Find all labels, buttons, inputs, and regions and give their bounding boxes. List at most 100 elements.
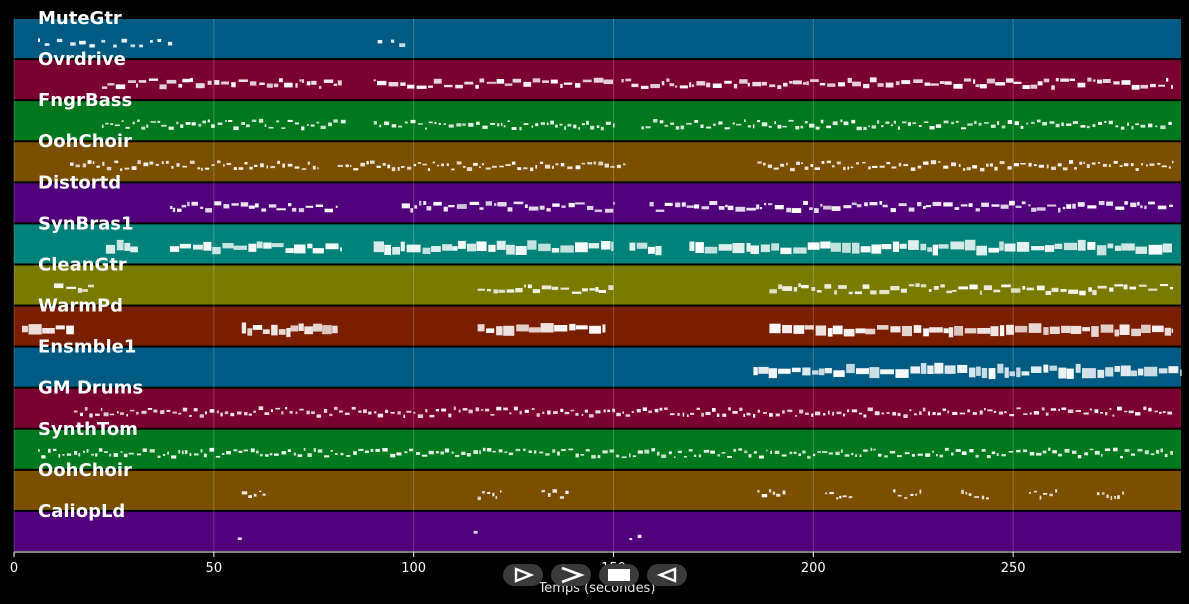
note-mark <box>817 451 821 453</box>
note-mark <box>1058 408 1060 412</box>
note-mark <box>1079 290 1086 296</box>
note-mark <box>568 202 575 208</box>
rewind-button[interactable] <box>647 564 687 586</box>
note-mark <box>1104 120 1107 123</box>
note-mark <box>428 121 433 124</box>
note-mark <box>307 453 312 457</box>
note-mark <box>563 82 573 85</box>
note-mark <box>769 413 773 417</box>
note-mark <box>413 164 417 167</box>
note-mark <box>1016 449 1021 453</box>
note-mark <box>325 243 339 250</box>
note-mark <box>519 127 522 131</box>
note-mark <box>136 411 139 415</box>
note-mark <box>225 120 227 122</box>
note-mark <box>969 449 974 453</box>
note-mark <box>281 127 286 129</box>
note-mark <box>1158 368 1168 374</box>
note-mark <box>294 166 300 169</box>
note-mark <box>758 366 769 374</box>
note-mark <box>799 409 804 414</box>
note-mark <box>955 120 959 123</box>
note-mark <box>581 162 586 165</box>
note-mark <box>448 124 454 128</box>
note-mark <box>793 451 797 454</box>
note-mark <box>1062 167 1068 171</box>
note-mark <box>932 412 936 415</box>
note-mark <box>1144 205 1147 210</box>
note-mark <box>732 243 745 254</box>
note-mark <box>1094 409 1099 414</box>
note-mark <box>278 329 286 335</box>
note-mark <box>1092 124 1096 127</box>
note-mark <box>603 79 614 85</box>
note-mark <box>718 121 723 125</box>
note-mark <box>908 240 919 250</box>
note-mark <box>1066 368 1074 379</box>
note-mark <box>1148 201 1155 205</box>
note-mark <box>1026 287 1034 291</box>
note-mark <box>608 285 614 290</box>
note-mark <box>388 82 399 87</box>
note-mark <box>180 124 184 128</box>
note-mark <box>818 368 825 376</box>
note-mark <box>129 409 135 412</box>
note-mark <box>753 413 756 418</box>
note-mark <box>473 530 478 534</box>
note-mark <box>1121 80 1131 85</box>
note-mark <box>924 82 931 86</box>
play-icon <box>514 567 535 583</box>
note-mark <box>666 78 670 82</box>
note-mark <box>796 161 800 165</box>
note-mark <box>939 81 945 84</box>
note-mark <box>706 126 712 129</box>
note-mark <box>843 166 846 171</box>
note-mark <box>821 161 825 164</box>
note-mark <box>570 409 574 412</box>
note-mark <box>979 410 983 415</box>
note-mark <box>124 167 130 170</box>
note-mark <box>602 324 606 333</box>
note-mark <box>243 449 248 452</box>
track-label: Distortd <box>38 172 121 193</box>
note-mark <box>914 413 917 416</box>
note-mark <box>423 201 427 205</box>
note-mark <box>1131 125 1134 130</box>
note-mark <box>840 449 843 453</box>
note-mark <box>873 448 876 451</box>
note-mark <box>780 163 785 167</box>
note-mark <box>1100 412 1104 414</box>
next-button[interactable] <box>551 564 591 586</box>
note-mark <box>768 368 777 379</box>
note-mark <box>850 166 854 169</box>
note-mark <box>943 120 949 124</box>
note-mark <box>182 407 188 412</box>
note-mark <box>838 82 845 87</box>
note-mark <box>109 453 112 457</box>
note-mark <box>1115 125 1119 128</box>
note-mark <box>89 44 95 48</box>
note-mark <box>373 121 377 125</box>
note-mark <box>1113 81 1120 85</box>
play-button[interactable] <box>503 564 543 586</box>
note-mark <box>100 407 103 411</box>
note-mark <box>696 81 706 86</box>
note-mark <box>287 163 293 167</box>
note-mark <box>636 409 641 413</box>
note-mark <box>963 168 966 171</box>
note-mark <box>202 120 206 124</box>
note-mark <box>908 207 915 212</box>
note-mark <box>116 239 124 251</box>
note-mark <box>1060 289 1067 292</box>
note-mark <box>584 409 588 413</box>
note-mark <box>399 43 406 47</box>
note-mark <box>811 413 814 417</box>
note-mark <box>277 160 280 164</box>
note-mark <box>417 414 424 418</box>
stop-button[interactable] <box>599 564 639 586</box>
note-mark <box>769 84 776 88</box>
note-mark <box>248 243 257 252</box>
note-mark <box>176 163 180 167</box>
note-mark <box>1086 125 1090 129</box>
note-mark <box>531 125 534 128</box>
